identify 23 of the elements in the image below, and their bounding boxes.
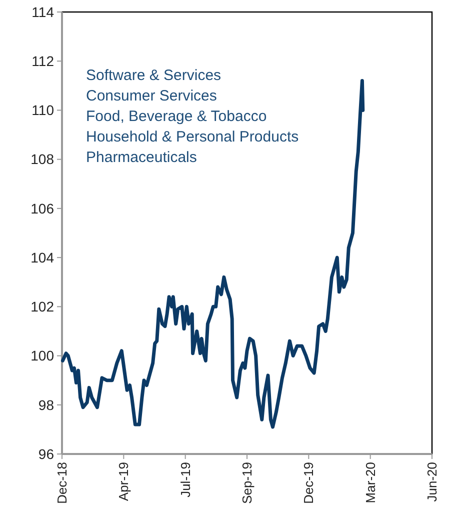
annotation: Consumer Services (86, 88, 217, 104)
y-tick-label: 110 (32, 102, 54, 118)
y-tick-label: 96 (38, 446, 54, 462)
x-tick-label: Apr-19 (116, 462, 132, 502)
y-tick-label: 112 (32, 53, 54, 70)
y-tick-label: 104 (30, 249, 54, 266)
y-tick-label: 100 (30, 348, 54, 364)
x-tick-label: Dec-19 (301, 462, 316, 504)
y-tick-label: 106 (30, 200, 54, 216)
y-tick-label: 108 (30, 151, 54, 168)
annotation: Software & Services (86, 67, 222, 84)
x-tick-label: Jul-19 (178, 462, 193, 498)
x-tick-label: Mar-20 (362, 462, 378, 504)
annotation: Household & Personal Products (86, 128, 299, 146)
annotation: Pharmaceuticals (86, 149, 197, 166)
y-tick-label: 102 (30, 298, 54, 315)
x-tick-label: Dec-18 (54, 462, 70, 504)
y-tick-label: 98 (38, 396, 54, 413)
line-series (60, 79, 365, 429)
x-tick-label: Sep-19 (240, 462, 255, 504)
y-tick-label: 114 (32, 4, 54, 20)
annotation: Food, Beverage & Tobacco (86, 108, 267, 125)
x-tick-label: Jun-20 (424, 462, 440, 502)
